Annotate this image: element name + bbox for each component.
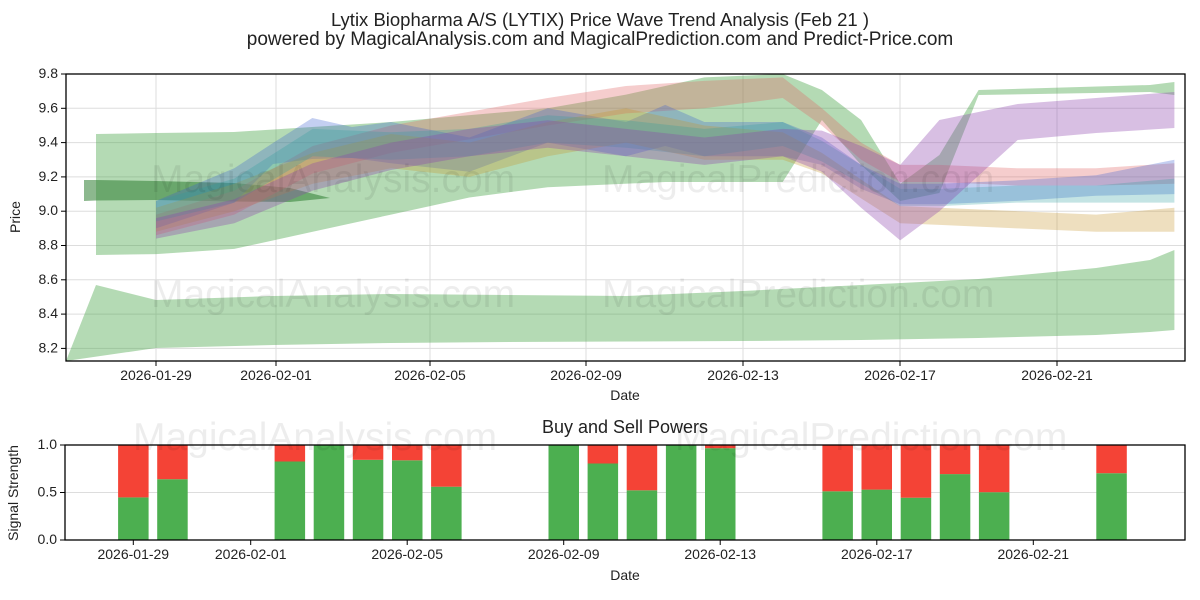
svg-text:Price: Price <box>7 201 23 233</box>
svg-text:2026-02-13: 2026-02-13 <box>707 367 779 383</box>
svg-text:9.6: 9.6 <box>39 99 59 115</box>
svg-text:Date: Date <box>610 387 640 403</box>
svg-text:2026-02-05: 2026-02-05 <box>394 367 466 383</box>
svg-text:2026-02-21: 2026-02-21 <box>1021 367 1093 383</box>
svg-text:MagicalAnalysis.com: MagicalAnalysis.com <box>151 158 515 201</box>
svg-text:8.4: 8.4 <box>39 305 59 321</box>
svg-text:2026-02-17: 2026-02-17 <box>864 367 936 383</box>
svg-text:MagicalPrediction.com: MagicalPrediction.com <box>602 273 994 316</box>
svg-text:9.0: 9.0 <box>39 202 59 218</box>
svg-text:2026-02-09: 2026-02-09 <box>550 367 622 383</box>
svg-text:8.8: 8.8 <box>39 237 59 253</box>
svg-text:2026-02-01: 2026-02-01 <box>240 367 312 383</box>
svg-text:8.6: 8.6 <box>39 271 59 287</box>
svg-text:9.4: 9.4 <box>39 134 59 150</box>
svg-text:MagicalPrediction.com: MagicalPrediction.com <box>602 158 994 201</box>
svg-text:MagicalAnalysis.com: MagicalAnalysis.com <box>151 273 515 316</box>
svg-text:9.8: 9.8 <box>39 65 59 81</box>
svg-text:8.2: 8.2 <box>39 339 59 355</box>
svg-text:2026-01-29: 2026-01-29 <box>120 367 192 383</box>
svg-text:9.2: 9.2 <box>39 168 59 184</box>
